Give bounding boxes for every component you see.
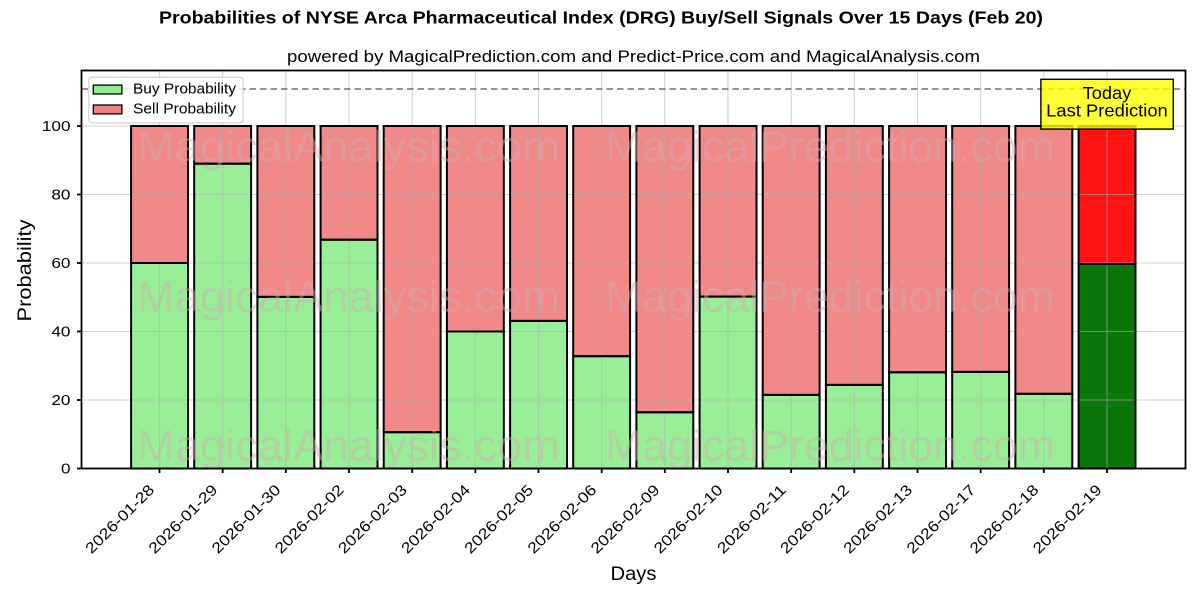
svg-text:60: 60	[51, 255, 70, 272]
svg-text:MagicalAnalysis.com: MagicalAnalysis.com	[137, 422, 560, 471]
svg-text:MagicalPrediction.com: MagicalPrediction.com	[605, 273, 1055, 322]
svg-text:Today: Today	[1083, 83, 1132, 103]
svg-text:MagicalAnalysis.com: MagicalAnalysis.com	[137, 273, 560, 322]
svg-text:20: 20	[51, 392, 70, 409]
svg-text:100: 100	[42, 118, 71, 135]
svg-text:MagicalPrediction.com: MagicalPrediction.com	[605, 422, 1055, 471]
svg-text:Probability: Probability	[15, 219, 36, 322]
svg-text:Probabilities of NYSE Arca Pha: Probabilities of NYSE Arca Pharmaceutica…	[159, 8, 1043, 28]
svg-text:40: 40	[51, 323, 70, 340]
svg-text:Sell Probability: Sell Probability	[133, 101, 236, 118]
svg-text:Buy Probability: Buy Probability	[133, 81, 236, 98]
svg-text:MagicalPrediction.com: MagicalPrediction.com	[605, 123, 1055, 172]
svg-text:0: 0	[61, 460, 71, 477]
svg-text:powered by MagicalPrediction.c: powered by MagicalPrediction.com and Pre…	[287, 47, 980, 66]
svg-text:MagicalAnalysis.com: MagicalAnalysis.com	[137, 123, 560, 172]
svg-text:Last Prediction: Last Prediction	[1046, 101, 1168, 121]
svg-text:Days: Days	[611, 564, 657, 585]
svg-text:80: 80	[51, 186, 70, 203]
